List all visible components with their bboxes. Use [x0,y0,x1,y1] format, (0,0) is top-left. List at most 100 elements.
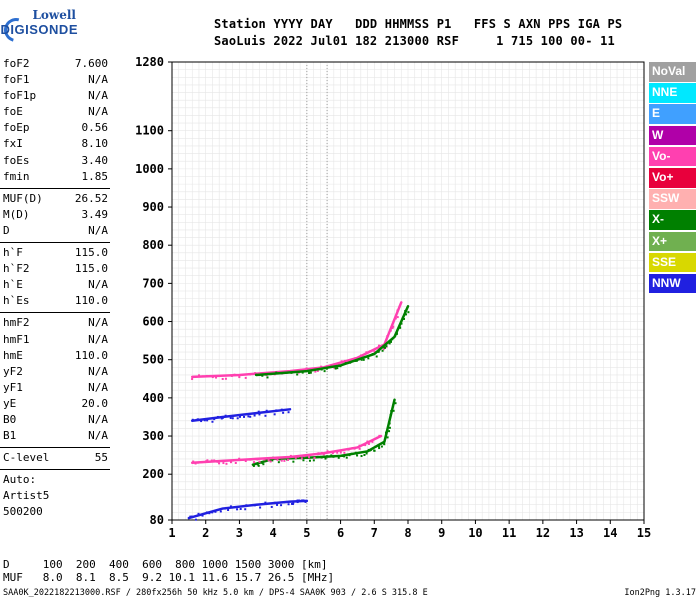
echo-point [363,454,366,457]
echo-point [211,511,214,514]
echo-point [385,345,388,348]
echo-point [280,408,283,411]
echo-point [190,515,193,518]
echo-point [391,326,394,329]
echo-point [301,499,304,502]
legend-item-xplus: X+ [649,231,696,252]
echo-point [392,409,395,412]
echo-point [238,415,241,418]
echo-point [389,414,392,417]
legend-item-noval: NoVal [649,62,696,82]
param-row-foes: foEs 3.40 [0,153,112,169]
echo-point [306,457,309,460]
autoscale-line2: Artist5 [3,489,50,503]
echo-point [360,358,363,361]
echo-point [256,458,259,461]
param-row-b0: B0 N/A [0,412,112,428]
legend-item-nnw: NNW [649,273,696,294]
x-tick-label: 10 [468,526,482,540]
echo-point [323,370,326,373]
echo-point [197,418,200,421]
echo-point [378,434,381,437]
param-value: N/A [88,380,108,394]
echo-point [308,459,311,462]
echo-point [370,448,373,451]
echo-point [275,371,278,374]
x-tick-label: 2 [202,526,209,540]
echo-point [317,368,320,371]
param-value: 0.56 [81,121,109,135]
param-value: 20.0 [81,396,109,410]
x-tick-label: 4 [270,526,277,540]
x-tick-label: 5 [303,526,310,540]
echo-point [205,460,208,463]
param-name: foE [3,105,23,119]
x-tick-label: 12 [536,526,550,540]
echo-point [332,450,335,453]
echo-point [298,499,301,502]
echo-point [250,504,253,507]
param-name: MUF(D) [3,191,43,205]
echo-point [231,459,234,462]
x-tick-label: 9 [438,526,445,540]
echo-point [283,459,286,462]
echo-point [191,378,194,381]
echo-point [206,511,209,514]
param-row-fof2: foF2 7.600 [0,56,112,72]
echo-point [377,445,380,448]
param-name: h`F [3,246,23,260]
echo-point [382,348,385,351]
legend-item-xminus: X- [649,210,696,230]
echo-point [238,457,241,460]
echo-point [223,507,226,510]
echo-point [343,455,346,458]
echo-point [308,454,311,457]
echo-point [258,413,261,416]
echo-point [198,374,201,377]
param-value: 7.600 [74,57,108,70]
echo-point [255,503,258,506]
param-name: C-level [3,451,50,465]
param-name: foF2 [3,57,30,70]
echo-point [300,457,303,460]
echo-point [280,504,283,507]
echo-point [280,459,283,462]
echo-point [380,445,383,448]
echo-point [371,353,374,356]
echo-point [365,351,368,354]
echo-point [308,456,311,459]
echo-point [404,309,407,312]
echo-point [301,371,304,374]
echo-point [378,447,381,450]
echo-point [313,456,316,459]
x-tick-label: 13 [569,526,583,540]
echo-point [403,317,406,320]
echo-point [294,456,297,459]
autoscale-line1: Auto: [3,473,37,487]
echo-point [360,455,363,458]
echo-point [216,460,219,463]
echo-point [362,443,365,446]
echo-point [356,359,359,362]
echo-point [222,462,225,465]
echo-point [399,326,402,329]
param-row-foep: foEp 0.56 [0,120,112,136]
y-tick-label: 900 [142,200,164,214]
logo-company: Lowell [32,8,76,22]
echo-point [208,512,211,515]
y-tick-label: 80 [150,513,164,527]
echo-point [317,452,320,455]
echo-point [305,367,308,370]
echo-point [322,453,325,456]
param-row-clevel: C-level 55 [0,450,112,466]
param-name: B1 [3,429,17,443]
echo-point [244,460,247,463]
echo-point [236,417,239,420]
y-tick-label: 800 [142,238,164,252]
echo-point [345,456,348,459]
echo-point [371,440,374,443]
echo-point [200,420,203,423]
echo-point [213,459,216,462]
echo-point [261,374,264,377]
